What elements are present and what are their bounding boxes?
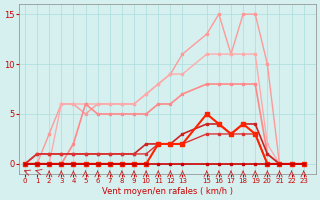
X-axis label: Vent moyen/en rafales ( km/h ): Vent moyen/en rafales ( km/h ) bbox=[102, 187, 233, 196]
